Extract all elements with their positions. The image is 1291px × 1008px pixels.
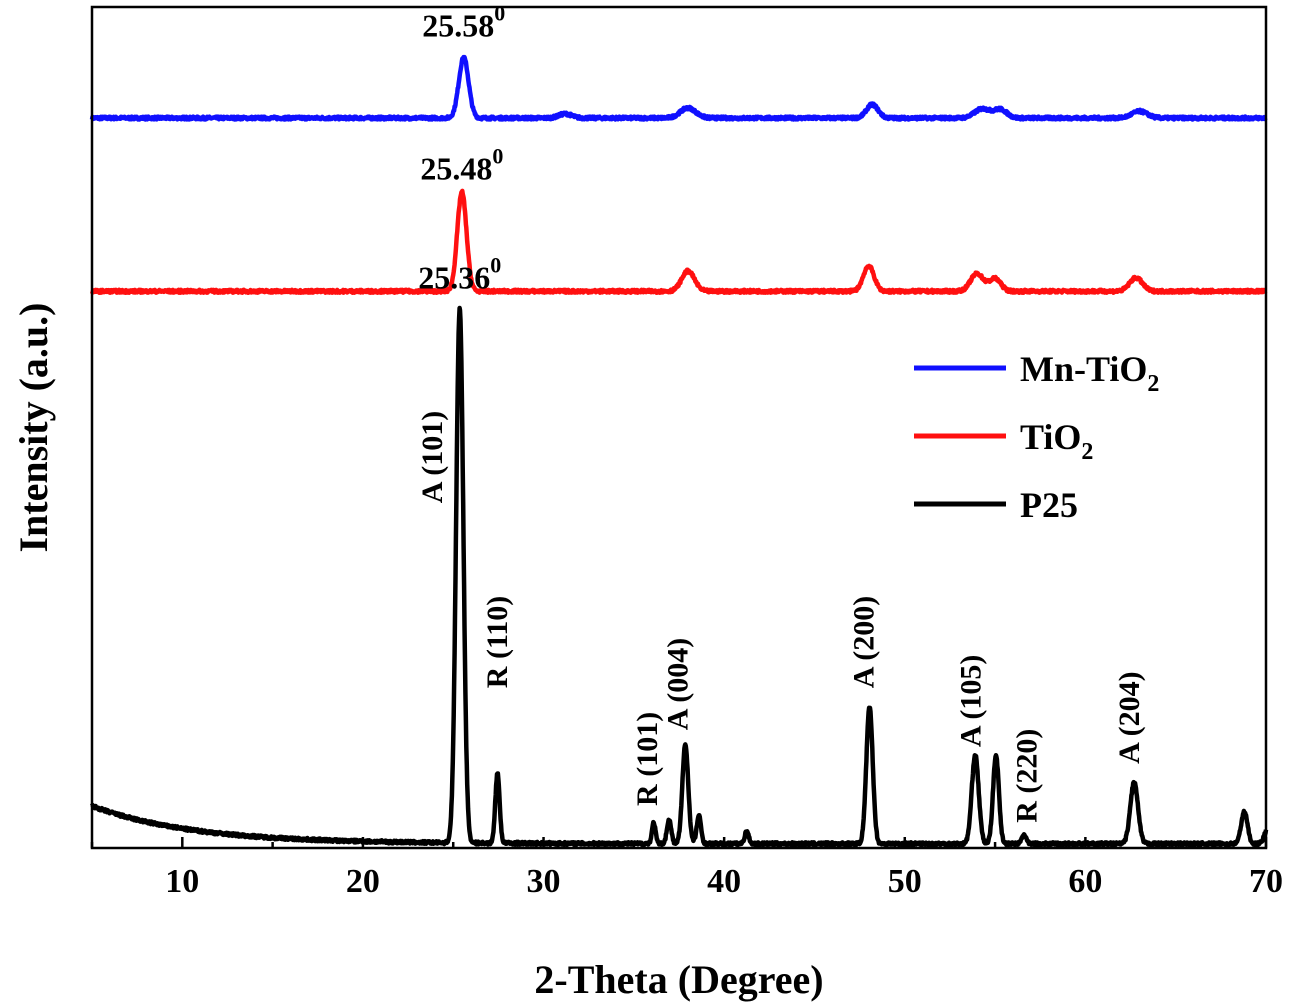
legend-label: TiO2 [1020, 417, 1093, 465]
y-axis-title: Intensity (a.u.) [11, 302, 56, 552]
series-line [89, 305, 1269, 848]
phase-annotation: A (101) [416, 411, 449, 503]
legend-label: Mn-TiO2 [1020, 349, 1159, 397]
peak-position-labels: 25.580 25.480 25.360 [418, 0, 505, 295]
phase-annotation: A (200) [848, 596, 881, 689]
x-tick-label: 60 [1068, 863, 1102, 900]
phase-annotation: A (204) [1113, 671, 1146, 764]
x-tick-label: 40 [707, 863, 741, 900]
phase-annotation: R (220) [1010, 729, 1043, 823]
phase-annotation: R (110) [481, 596, 514, 689]
axis-ticks: 10 20 30 40 50 60 70 [90, 837, 1283, 900]
peak-position-label: 25.580 [422, 0, 505, 43]
phase-annotation: R (101) [631, 712, 664, 806]
series-layer [89, 54, 1269, 848]
plot-frame [90, 5, 1268, 850]
legend-label: P25 [1020, 485, 1078, 525]
phase-annotation: A (004) [662, 638, 695, 731]
peak-position-label: 25.360 [418, 253, 501, 296]
legend: Mn-TiO2 TiO2 P25 [914, 349, 1159, 525]
x-tick-label: 30 [527, 863, 561, 900]
series-line [89, 188, 1268, 295]
peak-position-label: 25.480 [420, 143, 503, 186]
phase-annotations: A (101) R (110) R (101)A (004) A (200) A (10… [416, 411, 1146, 823]
x-tick-label: 20 [346, 863, 380, 900]
series-line [89, 54, 1268, 122]
phase-annotation: A (105) [954, 655, 987, 748]
x-axis-title: 2-Theta (Degree) [534, 957, 823, 1002]
x-tick-label: 10 [165, 863, 199, 900]
x-tick-label: 50 [888, 863, 922, 900]
x-tick-label: 70 [1249, 863, 1283, 900]
